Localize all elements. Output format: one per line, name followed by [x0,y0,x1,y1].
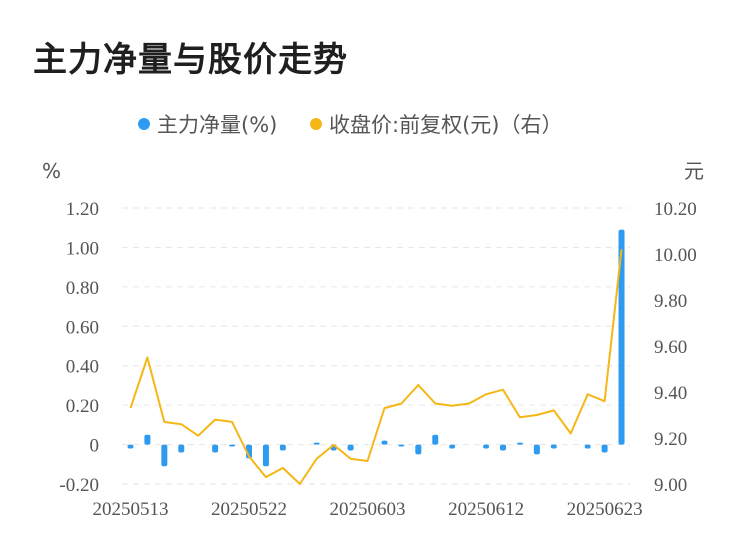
right-tick-label: 9.80 [654,291,687,312]
net-volume-bar [127,444,134,449]
right-tick-label: 10.00 [654,245,697,266]
right-tick-label: 9.40 [654,383,687,404]
left-tick-label: 0.20 [66,396,99,417]
net-volume-bars [127,229,625,467]
left-axis: 1.20 1.00 0.80 0.60 0.40 0.20 0 -0.20 [59,199,99,496]
x-tick-label: 20250522 [211,499,287,520]
legend: 主力净量(%) 收盘价:前复权(元)（右） [138,113,562,137]
net-volume-bar [500,444,506,451]
left-tick-label: 0.80 [66,278,99,299]
legend-marker-close-price [310,118,322,130]
left-tick-label: 0.60 [66,317,99,338]
net-volume-bar [381,440,388,445]
gridlines [122,207,630,485]
net-volume-bar [144,434,151,445]
legend-label-close-price: 收盘价:前复权(元)（右） [329,113,562,137]
x-tick-label: 20250603 [330,499,406,520]
legend-label-net-volume: 主力净量(%) [157,113,277,137]
legend-marker-net-volume [138,118,150,130]
left-axis-unit: % [42,159,61,183]
net-volume-bar [212,444,219,453]
x-tick-label: 20250513 [92,499,168,520]
right-tick-label: 10.20 [654,199,697,220]
net-volume-bar [398,444,405,447]
left-tick-label: 1.00 [66,238,99,259]
x-tick-label: 20250612 [448,499,524,520]
right-tick-label: 9.00 [654,475,687,496]
net-volume-bar [161,444,168,467]
right-tick-label: 9.20 [654,429,687,450]
net-volume-bar [533,444,540,455]
net-volume-bar [449,444,456,449]
net-volume-bar [178,444,185,453]
left-tick-label: -0.20 [59,475,99,496]
net-volume-bar [618,229,625,445]
net-volume-bar [483,444,490,449]
net-volume-bar [432,434,439,445]
close-price-line [129,249,623,485]
net-volume-bar [229,444,236,447]
x-tick-label: 20250623 [567,499,643,520]
right-axis-unit: 元 [684,159,704,183]
left-tick-label: 0 [90,436,100,457]
net-volume-bar [347,444,354,451]
net-volume-bar [601,444,608,453]
net-volume-bar [313,442,320,445]
net-volume-bar [279,444,286,451]
right-axis: 10.20 10.00 9.80 9.60 9.40 9.20 9.00 [654,199,697,496]
net-volume-bar [550,444,557,449]
net-volume-bar [415,444,422,455]
left-tick-label: 1.20 [66,199,99,220]
net-volume-bar [584,444,591,449]
chart-title: 主力净量与股价走势 [33,40,348,80]
left-tick-label: 0.40 [66,357,99,378]
x-axis: 20250513 20250522 20250603 20250612 20250623 [92,499,642,520]
net-volume-bar [262,444,269,467]
right-tick-label: 9.60 [654,337,687,358]
net-volume-bar [516,442,523,445]
